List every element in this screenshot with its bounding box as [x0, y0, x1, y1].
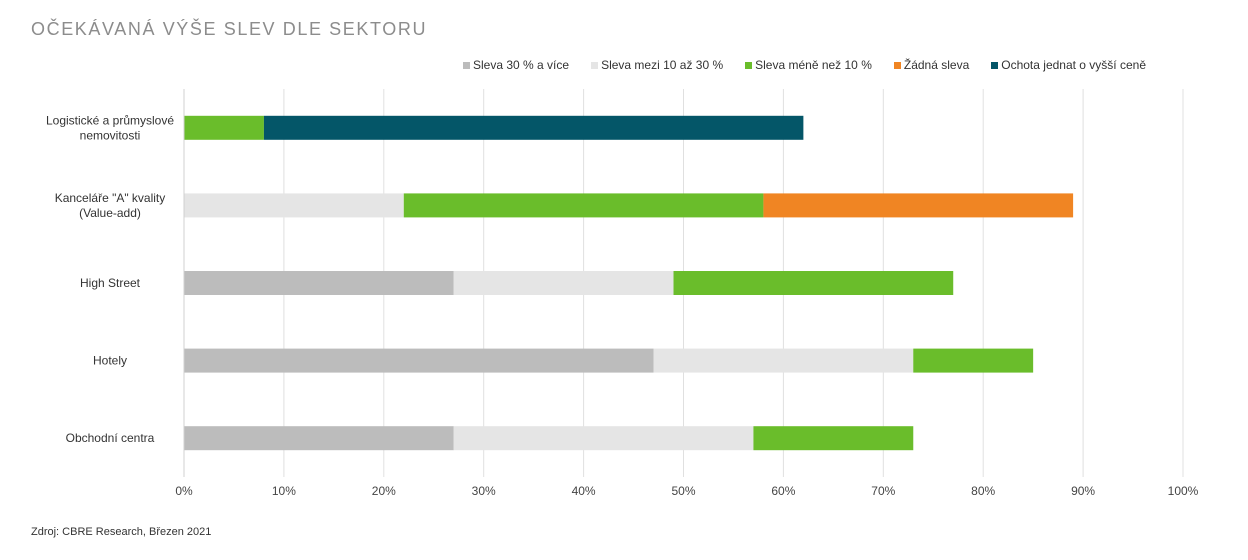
legend-item-vyssi-cena: Ochota jednat o vyšší ceně — [991, 58, 1146, 72]
stacked-bar-chart: 0% 10% 20% 30% 40% 50% 60% 70% 80% 90% 100% Logisti… — [46, 89, 1199, 498]
legend-label: Žádná sleva — [903, 58, 970, 72]
bar-segment — [184, 115, 264, 140]
bar-segment — [653, 348, 914, 373]
bar-segment — [453, 426, 754, 451]
chart-legend: Sleva 30 % a více Sleva mezi 10 až 30 % … — [463, 58, 1168, 72]
category-label: Kanceláře "A" kvality (Value-add) — [55, 191, 166, 220]
legend-item-sleva-pod-10: Sleva méně než 10 % — [745, 58, 872, 72]
legend-swatch — [463, 61, 470, 69]
x-tick-label: 30% — [472, 484, 496, 498]
bar-segment — [184, 193, 404, 218]
x-tick-label: 70% — [871, 484, 895, 498]
chart-title: OČEKÁVANÁ VÝŠE SLEV DLE SEKTORU — [31, 19, 428, 39]
bar-segment — [263, 115, 804, 140]
category-label: Logistické a průmyslové nemovitosti — [46, 113, 174, 142]
category-label: Hotely — [93, 354, 127, 368]
x-tick-label: 50% — [671, 484, 695, 498]
x-tick-label: 100% — [1168, 484, 1199, 498]
category-label-line: High Street — [80, 276, 141, 290]
legend-swatch — [745, 61, 753, 69]
category-label-line: (Value-add) — [79, 206, 141, 220]
bar-segment — [763, 193, 1074, 218]
bar-segment — [403, 193, 764, 218]
x-tick-label: 40% — [572, 484, 596, 498]
x-tick-label: 0% — [175, 484, 193, 498]
category-label: Obchodní centra — [66, 431, 155, 445]
bar-segment — [184, 271, 454, 295]
bar-segment — [184, 426, 454, 451]
source-note: Zdroj: CBRE Research, Březen 2021 — [31, 526, 212, 538]
category-label-line: Obchodní centra — [66, 431, 155, 445]
legend-item-sleva-10-30: Sleva mezi 10 až 30 % — [591, 58, 723, 72]
legend-label: Sleva 30 % a více — [473, 58, 570, 72]
category-label-line: Kanceláře "A" kvality — [55, 191, 166, 205]
bar-segment — [184, 348, 654, 373]
x-tick-label: 90% — [1071, 484, 1095, 498]
bar-segment — [913, 348, 1034, 373]
legend-swatch — [991, 61, 999, 69]
bar-segment — [673, 271, 954, 295]
category-label: High Street — [80, 276, 141, 290]
bar-segment — [453, 271, 674, 295]
legend-item-zadna-sleva: Žádná sleva — [893, 58, 970, 72]
x-tick-label: 60% — [771, 484, 795, 498]
category-label-line: nemovitosti — [80, 128, 141, 142]
bar-segment — [753, 426, 914, 451]
legend-item-sleva-30: Sleva 30 % a více — [463, 58, 569, 72]
category-label-line: Logistické a průmyslové — [46, 113, 174, 127]
legend-swatch — [591, 61, 599, 69]
x-tick-label: 80% — [971, 484, 995, 498]
category-label-line: Hotely — [93, 354, 127, 368]
x-tick-label: 20% — [372, 484, 396, 498]
legend-label: Sleva mezi 10 až 30 % — [601, 58, 724, 72]
legend-label: Ochota jednat o vyšší ceně — [1001, 58, 1146, 72]
x-tick-label: 10% — [272, 484, 296, 498]
legend-swatch — [893, 61, 901, 69]
legend-label: Sleva méně než 10 % — [755, 58, 872, 72]
